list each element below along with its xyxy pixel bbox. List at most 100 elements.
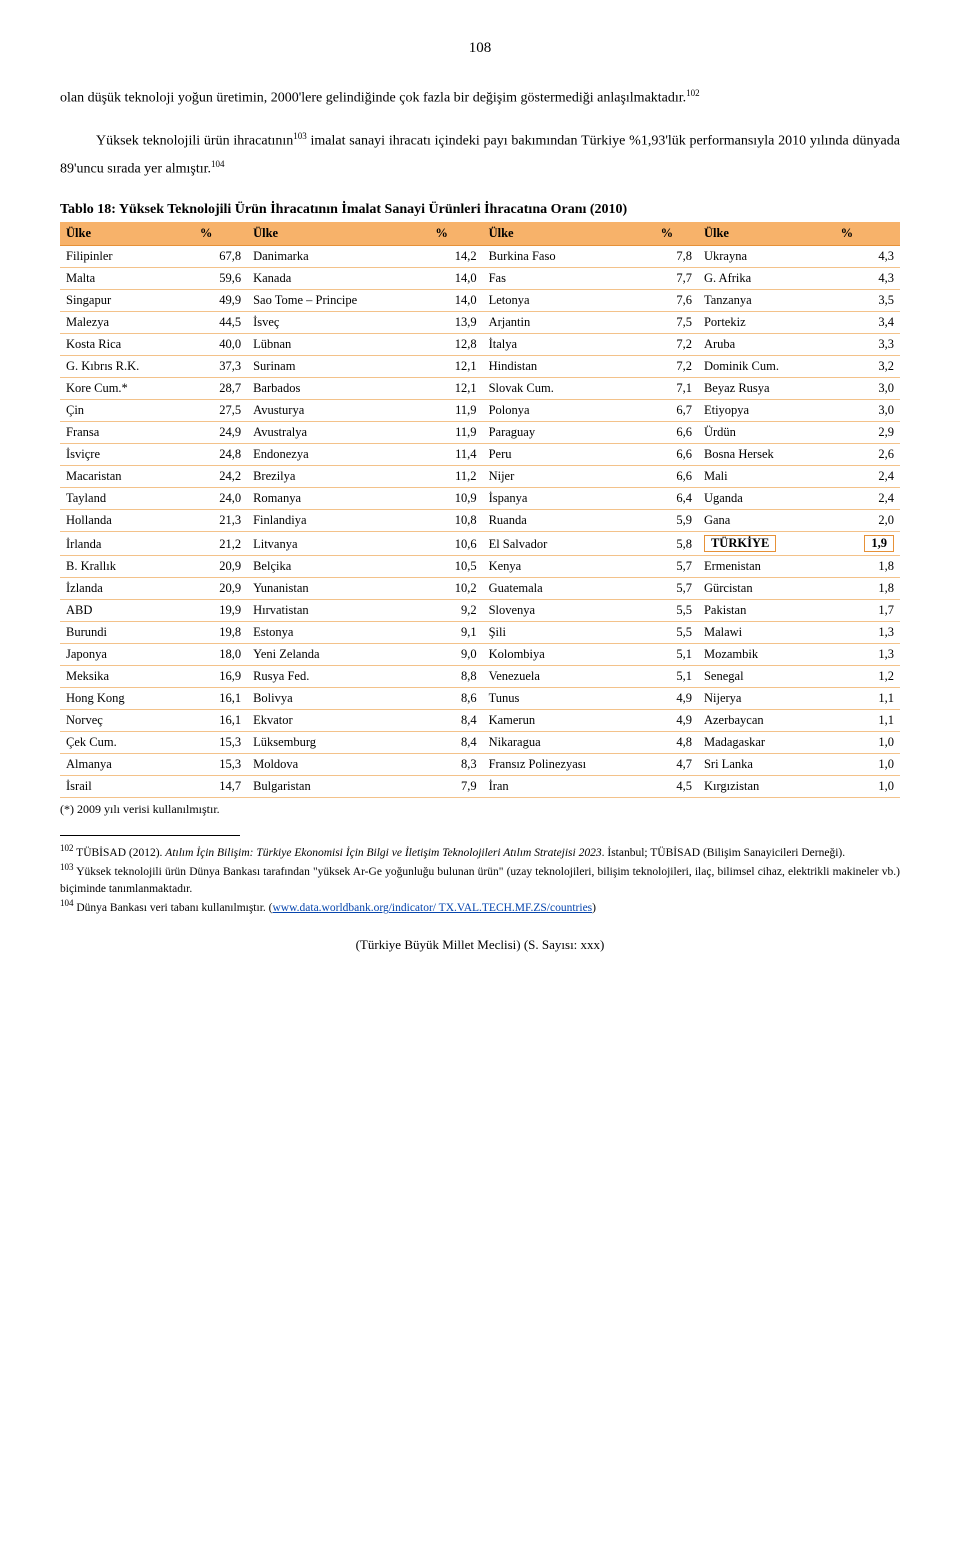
cell-value: 49,9 xyxy=(194,289,247,311)
cell-country: Ermenistan xyxy=(698,555,835,577)
cell-value: 7,6 xyxy=(655,289,698,311)
cell-country: Norveç xyxy=(60,709,194,731)
cell-value: 21,2 xyxy=(194,531,247,555)
cell-country: Kenya xyxy=(483,555,655,577)
cell-value: 20,9 xyxy=(194,577,247,599)
cell-country: Bosna Hersek xyxy=(698,443,835,465)
cell-value: 15,3 xyxy=(194,753,247,775)
cell-value: 5,7 xyxy=(655,555,698,577)
cell-country: Yunanistan xyxy=(247,577,429,599)
cell-country: Rusya Fed. xyxy=(247,665,429,687)
cell-value: 1,0 xyxy=(835,775,900,797)
cell-value: 6,6 xyxy=(655,443,698,465)
cell-value: 6,7 xyxy=(655,399,698,421)
cell-value: 24,9 xyxy=(194,421,247,443)
cell-country: G. Afrika xyxy=(698,267,835,289)
data-table: Ülke % Ülke % Ülke % Ülke % Filipinler67… xyxy=(60,222,900,798)
cell-country: Etiyopya xyxy=(698,399,835,421)
table-row: Filipinler67,8Danimarka14,2Burkina Faso7… xyxy=(60,245,900,267)
cell-country: Finlandiya xyxy=(247,509,429,531)
table-row: Malezya44,5İsveç13,9Arjantin7,5Portekiz3… xyxy=(60,311,900,333)
cell-country: Tunus xyxy=(483,687,655,709)
footnote-divider xyxy=(60,835,240,836)
table-row: Hong Kong16,1Bolivya8,6Tunus4,9Nijerya1,… xyxy=(60,687,900,709)
cell-country: Hırvatistan xyxy=(247,599,429,621)
footnote-ref-102: 102 xyxy=(686,88,700,98)
cell-value: 16,9 xyxy=(194,665,247,687)
cell-value: 44,5 xyxy=(194,311,247,333)
table-header-row: Ülke % Ülke % Ülke % Ülke % xyxy=(60,222,900,246)
cell-country: Slovenya xyxy=(483,599,655,621)
fn103-num: 103 xyxy=(60,862,74,872)
cell-country: Gana xyxy=(698,509,835,531)
footnote-ref-104: 104 xyxy=(211,159,225,169)
cell-value: 6,4 xyxy=(655,487,698,509)
cell-value: 5,1 xyxy=(655,643,698,665)
cell-value: 37,3 xyxy=(194,355,247,377)
table-row: Norveç16,1Ekvator8,4Kamerun4,9Azerbaycan… xyxy=(60,709,900,731)
table-row: ABD19,9Hırvatistan9,2Slovenya5,5Pakistan… xyxy=(60,599,900,621)
cell-value: 5,5 xyxy=(655,621,698,643)
cell-country: Sao Tome – Principe xyxy=(247,289,429,311)
cell-country: Ukrayna xyxy=(698,245,835,267)
cell-country: Kosta Rica xyxy=(60,333,194,355)
cell-country: Ürdün xyxy=(698,421,835,443)
cell-value: 40,0 xyxy=(194,333,247,355)
cell-country: İran xyxy=(483,775,655,797)
cell-value: 1,1 xyxy=(835,709,900,731)
cell-country: Fransa xyxy=(60,421,194,443)
cell-country: İsrail xyxy=(60,775,194,797)
fn102-c: . İstanbul; TÜBİSAD (Bilişim Sanayiciler… xyxy=(602,847,846,859)
cell-value: 7,2 xyxy=(655,333,698,355)
cell-country: Şili xyxy=(483,621,655,643)
cell-country: Avusturya xyxy=(247,399,429,421)
cell-country: Singapur xyxy=(60,289,194,311)
cell-country: Danimarka xyxy=(247,245,429,267)
cell-value: 5,7 xyxy=(655,577,698,599)
col-pct-4: % xyxy=(835,222,900,246)
cell-value: 27,5 xyxy=(194,399,247,421)
cell-country: Burundi xyxy=(60,621,194,643)
cell-value: 6,6 xyxy=(655,421,698,443)
cell-country: Malawi xyxy=(698,621,835,643)
cell-country: Lüksemburg xyxy=(247,731,429,753)
cell-country: Sri Lanka xyxy=(698,753,835,775)
cell-value: 28,7 xyxy=(194,377,247,399)
cell-country: Guatemala xyxy=(483,577,655,599)
cell-value: 1,7 xyxy=(835,599,900,621)
cell-country: Nikaragua xyxy=(483,731,655,753)
table-row: B. Krallık20,9Belçika10,5Kenya5,7Ermenis… xyxy=(60,555,900,577)
cell-value: 14,0 xyxy=(429,267,482,289)
cell-country: Bulgaristan xyxy=(247,775,429,797)
cell-value: 7,5 xyxy=(655,311,698,333)
cell-country: Romanya xyxy=(247,487,429,509)
fn104-num: 104 xyxy=(60,898,74,908)
cell-value: 1,9 xyxy=(835,531,900,555)
cell-country: Ruanda xyxy=(483,509,655,531)
cell-country: Belçika xyxy=(247,555,429,577)
cell-value: 7,9 xyxy=(429,775,482,797)
table-row: Hollanda21,3Finlandiya10,8Ruanda5,9Gana2… xyxy=(60,509,900,531)
cell-value: 7,8 xyxy=(655,245,698,267)
para1-text: olan düşük teknoloji yoğun üretimin, 200… xyxy=(60,91,686,106)
table-row: Çin27,5Avusturya11,9Polonya6,7Etiyopya3,… xyxy=(60,399,900,421)
cell-country: Paraguay xyxy=(483,421,655,443)
table-row: Japonya18,0Yeni Zelanda9,0Kolombiya5,1Mo… xyxy=(60,643,900,665)
table-row: Burundi19,8Estonya9,1Şili5,5Malawi1,3 xyxy=(60,621,900,643)
cell-value: 1,3 xyxy=(835,621,900,643)
fn104-a: Dünya Bankası veri tabanı kullanılmıştır… xyxy=(74,902,273,914)
fn104-b: ) xyxy=(592,902,596,914)
footnotes-block: 102 TÜBİSAD (2012). Atılım İçin Bilişim:… xyxy=(60,842,900,917)
cell-country: Beyaz Rusya xyxy=(698,377,835,399)
fn104-link[interactable]: www.data.worldbank.org/indicator/ TX.VAL… xyxy=(272,902,592,914)
cell-value: 3,3 xyxy=(835,333,900,355)
cell-value: 10,2 xyxy=(429,577,482,599)
cell-value: 14,2 xyxy=(429,245,482,267)
cell-country: Fas xyxy=(483,267,655,289)
cell-value: 24,0 xyxy=(194,487,247,509)
cell-country: Gürcistan xyxy=(698,577,835,599)
cell-country: Macaristan xyxy=(60,465,194,487)
para2-a: Yüksek teknolojili ürün ihracatının xyxy=(96,134,293,149)
cell-value: 2,0 xyxy=(835,509,900,531)
cell-country: Almanya xyxy=(60,753,194,775)
